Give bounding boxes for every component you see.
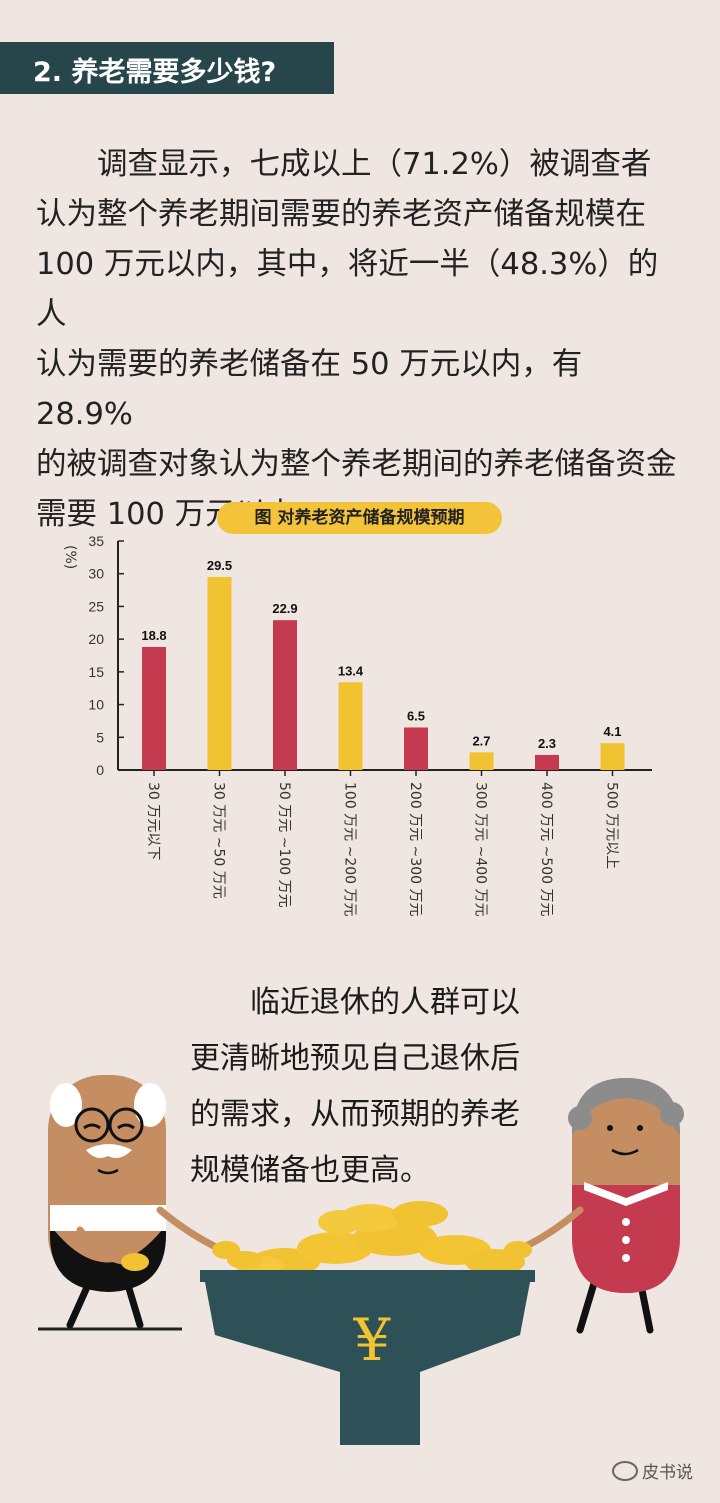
bar-value-label: 29.5 bbox=[207, 558, 232, 573]
bar-value-label: 2.3 bbox=[538, 736, 556, 751]
intro-line: 100 万元以内，其中，将近一半（48.3%）的人 bbox=[36, 247, 659, 332]
x-tick-label: 30 万元 ~50 万元 bbox=[211, 782, 227, 899]
x-tick-label: 500 万元以上 bbox=[604, 782, 620, 869]
coin-pile bbox=[227, 1201, 525, 1276]
bar bbox=[142, 646, 166, 770]
x-tick-label: 50 万元 ~100 万元 bbox=[276, 782, 292, 908]
chart-title: 图 对养老资产储备规模预期 bbox=[217, 502, 502, 534]
intro-line: 认为整个养老期间需要的养老资产储备规模在 bbox=[36, 197, 646, 232]
section-heading: 2. 养老需要多少钱? bbox=[33, 57, 277, 88]
y-tick-label: 20 bbox=[88, 631, 104, 647]
bar bbox=[207, 576, 232, 770]
glasses-icon bbox=[74, 1107, 110, 1143]
wechat-icon bbox=[612, 1461, 638, 1481]
bar-value-label: 22.9 bbox=[272, 601, 297, 616]
section-header: 2. 养老需要多少钱? bbox=[0, 42, 334, 94]
y-axis-label: (%) bbox=[62, 545, 78, 569]
intro-line: 认为需要的养老储备在 50 万元以内，有 28.9% bbox=[36, 347, 583, 432]
note-paragraph: 临近退休的人群可以 更清晰地预见自己退休后 的需求，从而预期的养老 规模储备也更… bbox=[190, 975, 570, 1199]
bar bbox=[600, 743, 625, 770]
x-tick-label: 30 万元以下 bbox=[145, 782, 161, 860]
bar-value-label: 18.8 bbox=[141, 628, 166, 643]
bar bbox=[273, 620, 297, 770]
bar-value-label: 13.4 bbox=[338, 663, 364, 678]
x-tick-label: 400 万元 ~500 万元 bbox=[538, 782, 554, 917]
y-tick-label: 5 bbox=[96, 729, 104, 745]
y-tick-label: 35 bbox=[88, 533, 104, 549]
note-line: 规模储备也更高。 bbox=[190, 1153, 430, 1188]
intro-line: 调查显示，七成以上（71.2%）被调查者 bbox=[36, 147, 652, 182]
bar-chart: 0 5 10 15 20 25 30 35 (%) 18.8 30 万元以下 29.5 30 万元 ~5… bbox=[62, 533, 652, 917]
bar-value-label: 2.7 bbox=[472, 733, 490, 748]
old-man-figure bbox=[48, 1075, 240, 1329]
x-tick-label: 100 万元 ~200 万元 bbox=[342, 782, 358, 917]
bar bbox=[535, 754, 559, 770]
y-tick-label: 25 bbox=[88, 598, 104, 614]
bar-value-label: 6.5 bbox=[407, 708, 425, 723]
funnel: ¥ bbox=[200, 1270, 535, 1445]
x-tick-label: 300 万元 ~400 万元 bbox=[473, 782, 489, 917]
bar bbox=[404, 727, 428, 770]
intro-paragraph: 调查显示，七成以上（71.2%）被调查者 认为整个养老期间需要的养老资产储备规模… bbox=[36, 140, 686, 540]
note-line: 的需求，从而预期的养老 bbox=[190, 1097, 520, 1132]
watermark: 皮书说 bbox=[612, 1458, 693, 1483]
note-line: 更清晰地预见自己退休后 bbox=[190, 1041, 520, 1076]
intro-line: 的被调查对象认为整个养老期间的养老储备资金 bbox=[36, 447, 677, 482]
y-tick-label: 15 bbox=[88, 664, 104, 680]
yuan-icon: ¥ bbox=[353, 1306, 392, 1374]
y-tick-label: 10 bbox=[88, 697, 104, 713]
bar bbox=[338, 682, 363, 770]
y-tick-label: 0 bbox=[96, 762, 104, 778]
watermark-text: 皮书说 bbox=[642, 1463, 693, 1483]
x-tick-label: 200 万元 ~300 万元 bbox=[407, 782, 423, 917]
bar-value-label: 4.1 bbox=[603, 724, 621, 739]
old-woman-figure bbox=[504, 1078, 684, 1334]
bar bbox=[469, 752, 494, 770]
y-tick-label: 30 bbox=[88, 566, 104, 582]
note-line: 临近退休的人群可以 bbox=[190, 985, 520, 1020]
